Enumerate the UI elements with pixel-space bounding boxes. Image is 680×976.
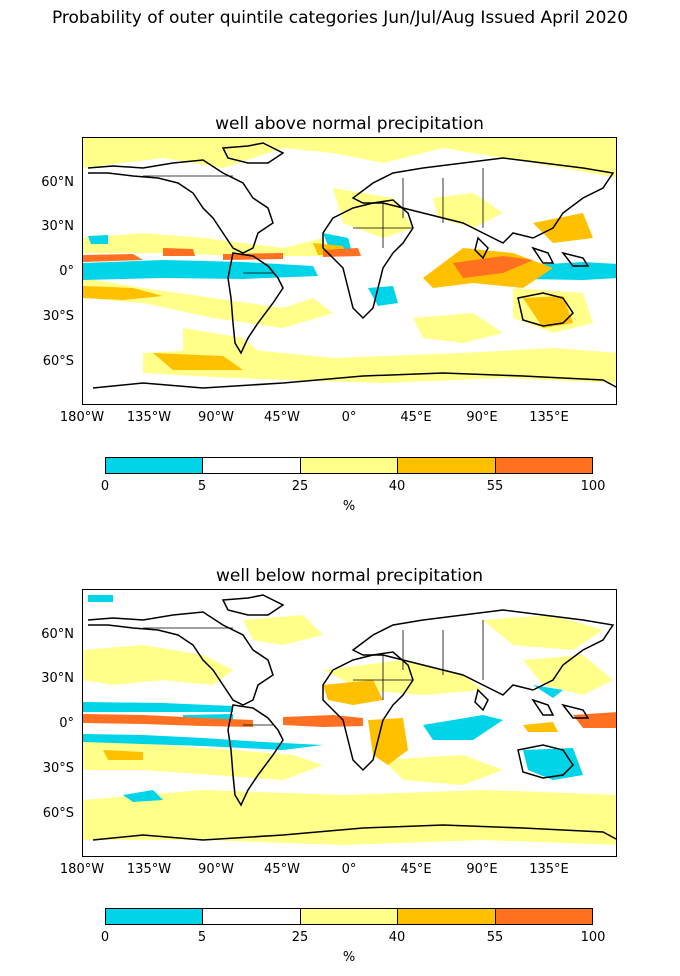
colorbar-tick: 25 xyxy=(291,930,309,945)
panel-title-below: well below normal precipitation xyxy=(216,566,483,586)
colorbar-unit: % xyxy=(342,499,356,514)
orange-regions xyxy=(83,712,616,728)
colorbar-segment xyxy=(495,909,593,924)
colorbar-tick: 5 xyxy=(197,930,207,945)
coastlines xyxy=(87,594,616,841)
lon-label: 45°W xyxy=(264,410,300,425)
colorbar-tick: 25 xyxy=(291,479,309,494)
yellow-regions xyxy=(83,213,593,370)
colorbar-segment xyxy=(300,458,399,473)
colorbar-segment xyxy=(495,458,593,473)
lon-label: 180°W xyxy=(59,862,105,877)
orange-regions xyxy=(83,248,533,278)
lat-label: 60°S xyxy=(42,354,74,369)
colorbar-segment xyxy=(398,909,496,924)
lat-label: 30°N xyxy=(41,671,74,686)
colorbar-tick: 100 xyxy=(580,930,606,945)
country-borders xyxy=(143,168,484,274)
lat-label: 30°S xyxy=(42,761,74,776)
colorbar-segment xyxy=(203,909,301,924)
lon-label: 90°W xyxy=(198,862,234,877)
colorbar-tick: 5 xyxy=(197,479,207,494)
colorbar-tick: 55 xyxy=(486,930,504,945)
lon-label: 45°E xyxy=(400,862,432,877)
colorbar-tick: 55 xyxy=(486,479,504,494)
colorbar-tick: 100 xyxy=(580,479,606,494)
colorbar-segment xyxy=(106,909,204,924)
lon-label: 0° xyxy=(341,410,357,425)
figure-title: Probability of outer quintile categories… xyxy=(51,8,629,28)
colorbar-below xyxy=(105,908,593,925)
lon-label: 180°W xyxy=(59,410,105,425)
map-above-normal xyxy=(82,137,617,405)
country-borders xyxy=(143,620,484,726)
map-below-normal xyxy=(82,589,617,857)
colorbar-segment xyxy=(106,458,204,473)
lat-label: 60°N xyxy=(41,175,74,190)
lon-label: 45°W xyxy=(264,862,300,877)
lon-label: 0° xyxy=(341,862,357,877)
lon-label: 135°E xyxy=(529,862,569,877)
lat-label: 60°N xyxy=(41,627,74,642)
cyan-regions xyxy=(83,595,583,802)
lon-label: 90°W xyxy=(198,410,234,425)
lat-label: 0° xyxy=(59,716,74,731)
colorbar-above xyxy=(105,457,593,474)
colorbar-segment xyxy=(398,458,496,473)
colorbar-tick: 0 xyxy=(100,479,110,494)
colorbar-tick: 0 xyxy=(100,930,110,945)
lat-label: 30°N xyxy=(41,219,74,234)
light-yellow-regions xyxy=(83,615,616,845)
lon-label: 90°E xyxy=(466,862,498,877)
panel-title-above: well above normal precipitation xyxy=(215,114,484,134)
coastlines xyxy=(87,142,616,389)
lat-label: 0° xyxy=(59,264,74,279)
lon-label: 135°E xyxy=(529,410,569,425)
colorbar-segment xyxy=(203,458,301,473)
colorbar-unit: % xyxy=(342,950,356,965)
lon-label: 135°W xyxy=(126,862,172,877)
colorbar-tick: 40 xyxy=(388,930,406,945)
colorbar-segment xyxy=(300,909,399,924)
lat-label: 30°S xyxy=(42,309,74,324)
colorbar-tick: 40 xyxy=(388,479,406,494)
lat-label: 60°S xyxy=(42,806,74,821)
lon-label: 135°W xyxy=(126,410,172,425)
lon-label: 90°E xyxy=(466,410,498,425)
yellow-regions xyxy=(103,680,558,765)
lon-label: 45°E xyxy=(400,410,432,425)
